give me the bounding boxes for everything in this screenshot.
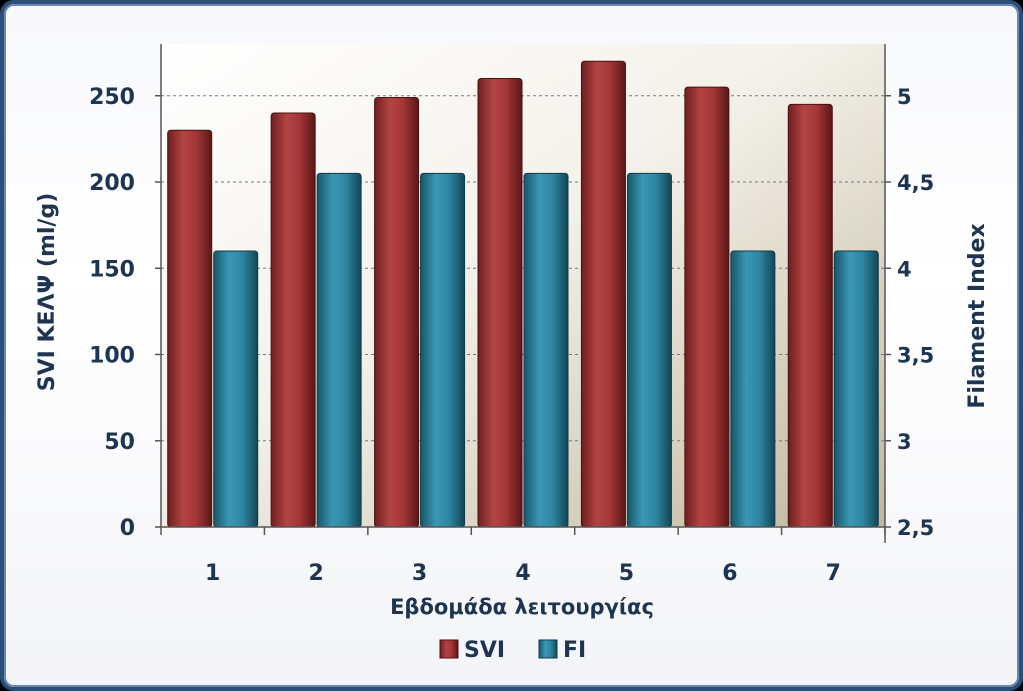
- bar-fi: [523, 172, 569, 528]
- y2-tick-label: 3: [897, 430, 912, 454]
- bar-fi: [213, 250, 259, 528]
- legend-label-fi: FI: [563, 638, 586, 663]
- x-axis-title: Εβδομάδα λειτουργίας: [390, 595, 654, 619]
- x-tick-label: 5: [619, 561, 634, 586]
- y2-tick-label: 4,5: [897, 171, 934, 195]
- y-tick-label: 50: [104, 430, 135, 455]
- legend-label-svi: SVI: [464, 638, 505, 663]
- bar-svi: [787, 103, 833, 528]
- x-tick-label: 3: [412, 561, 427, 586]
- y-tick-label: 0: [120, 516, 135, 541]
- left-axis-ticks: 0 50 100 150 200 250: [89, 85, 161, 541]
- bar-fi: [730, 250, 776, 528]
- bar-svi: [374, 96, 420, 528]
- y2-tick-label: 3,5: [897, 344, 934, 368]
- bar-fi: [833, 250, 879, 528]
- y-tick-label: 150: [89, 257, 135, 282]
- axes: [160, 44, 886, 543]
- y-tick-label: 250: [89, 85, 135, 110]
- bar-fi: [626, 172, 672, 528]
- legend-swatch-svi: [439, 639, 459, 659]
- x-tick-label: 4: [515, 561, 530, 586]
- bar-svi: [167, 129, 213, 528]
- bar-fi: [420, 172, 466, 528]
- legend-swatch-fi: [538, 639, 558, 659]
- y2-axis-title: Filament Index: [965, 223, 990, 408]
- bars: [167, 60, 879, 528]
- legend: SVI FI: [439, 638, 586, 663]
- plot-area: [161, 44, 885, 527]
- bar-svi: [580, 60, 626, 528]
- right-axis-ticks: 2,5 3 3,5 4 4,5 5: [885, 85, 934, 540]
- y2-tick-label: 4: [897, 257, 912, 281]
- x-tick-label: 2: [308, 561, 323, 586]
- y2-tick-label: 2,5: [897, 516, 934, 540]
- y2-tick-label: 5: [897, 85, 912, 109]
- bar-chart: 0 50 100 150 200 250 2,5 3 3,5 4 4,5 5 1 2 3 4 5 6 7 SVI…: [35, 44, 990, 663]
- x-tick-label: 7: [826, 561, 841, 586]
- y-tick-label: 200: [89, 171, 135, 196]
- bar-fi: [316, 172, 362, 528]
- bar-svi: [684, 86, 730, 528]
- bar-svi: [270, 112, 316, 528]
- y-tick-label: 100: [89, 344, 135, 369]
- x-tick-label: 6: [722, 561, 737, 586]
- x-axis-ticks: 1 2 3 4 5 6 7: [160, 527, 886, 586]
- bar-svi: [477, 78, 523, 528]
- x-tick-label: 1: [205, 561, 220, 586]
- y-axis-title: SVI ΚΕΛΨ (ml/g): [35, 193, 60, 392]
